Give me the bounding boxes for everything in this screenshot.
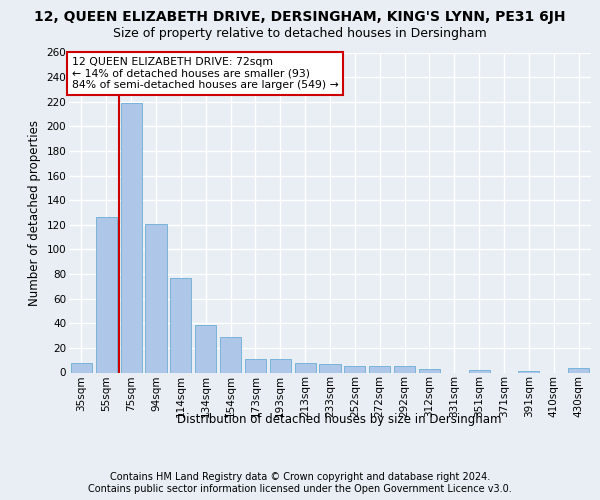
Bar bbox=[419, 369, 440, 372]
Bar bbox=[96, 218, 117, 372]
Text: 12, QUEEN ELIZABETH DRIVE, DERSINGHAM, KING'S LYNN, PE31 6JH: 12, QUEEN ELIZABETH DRIVE, DERSINGHAM, K… bbox=[34, 10, 566, 24]
Bar bbox=[245, 359, 266, 372]
Bar bbox=[195, 324, 216, 372]
Bar bbox=[170, 278, 191, 372]
Bar bbox=[369, 366, 390, 372]
Bar bbox=[220, 337, 241, 372]
Bar bbox=[469, 370, 490, 372]
Bar bbox=[319, 364, 341, 372]
Bar bbox=[270, 359, 291, 372]
Bar bbox=[295, 362, 316, 372]
Y-axis label: Number of detached properties: Number of detached properties bbox=[28, 120, 41, 306]
Text: Size of property relative to detached houses in Dersingham: Size of property relative to detached ho… bbox=[113, 28, 487, 40]
Bar bbox=[568, 368, 589, 372]
Bar bbox=[145, 224, 167, 372]
Bar bbox=[344, 366, 365, 372]
Text: Contains public sector information licensed under the Open Government Licence v3: Contains public sector information licen… bbox=[88, 484, 512, 494]
Bar bbox=[71, 362, 92, 372]
Text: 12 QUEEN ELIZABETH DRIVE: 72sqm
← 14% of detached houses are smaller (93)
84% of: 12 QUEEN ELIZABETH DRIVE: 72sqm ← 14% of… bbox=[71, 58, 338, 90]
Bar bbox=[394, 366, 415, 372]
Text: Distribution of detached houses by size in Dersingham: Distribution of detached houses by size … bbox=[177, 412, 501, 426]
Bar bbox=[121, 103, 142, 372]
Text: Contains HM Land Registry data © Crown copyright and database right 2024.: Contains HM Land Registry data © Crown c… bbox=[110, 472, 490, 482]
